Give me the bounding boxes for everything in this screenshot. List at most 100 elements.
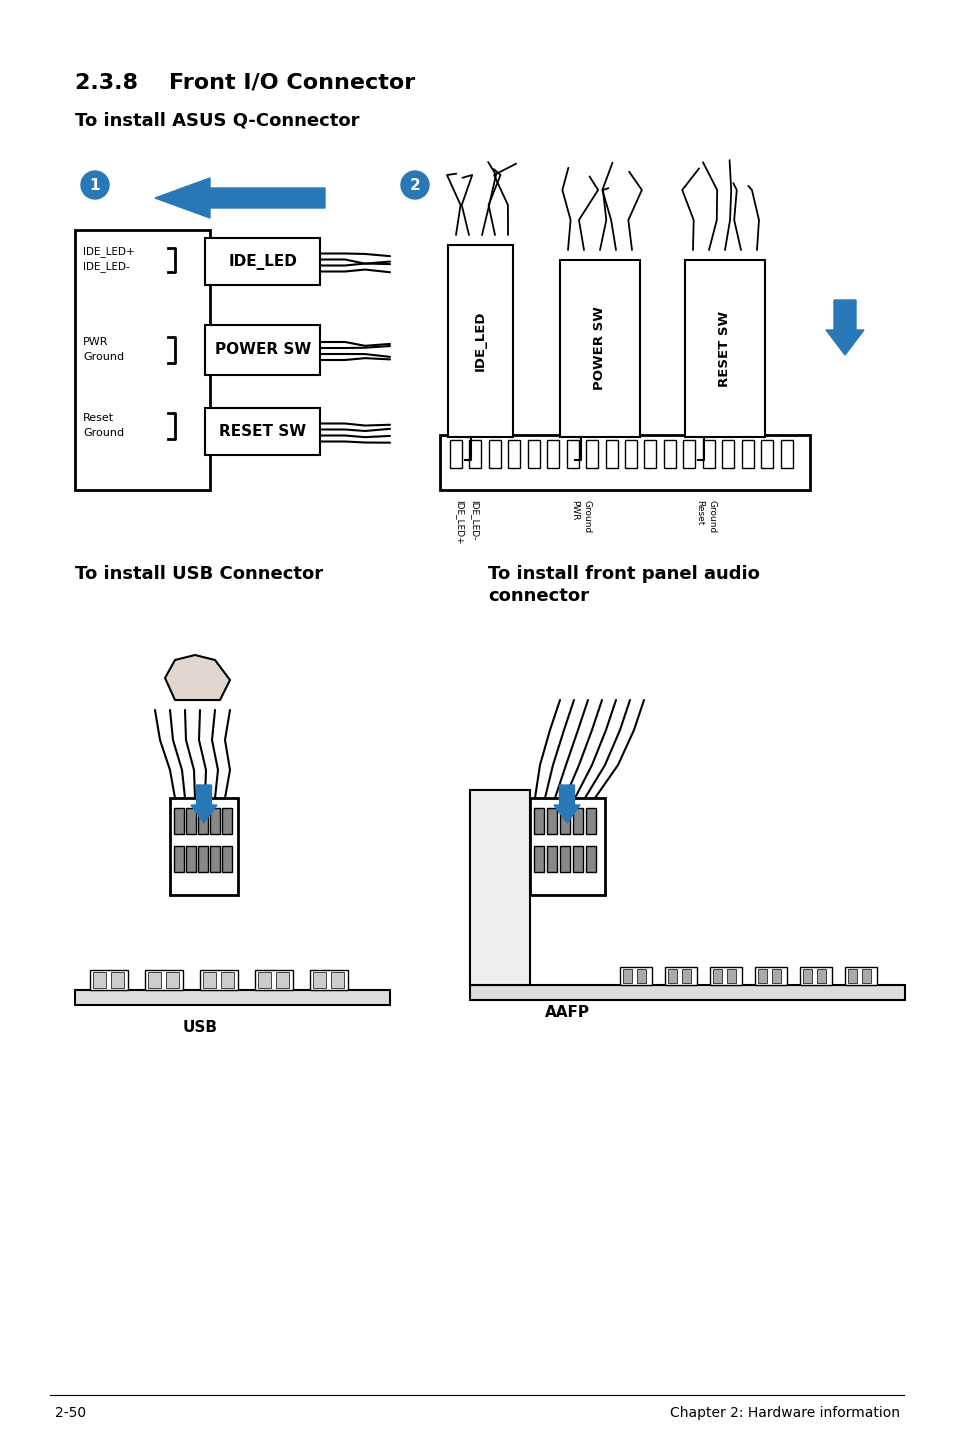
Bar (508, 440, 519, 467)
Bar (702, 440, 714, 467)
Bar (740, 440, 753, 467)
Bar (527, 440, 539, 467)
Bar (488, 440, 500, 467)
Bar (210, 808, 220, 834)
Bar (203, 972, 215, 988)
FancyArrow shape (554, 785, 579, 823)
Text: USB: USB (182, 1020, 217, 1035)
Text: 2: 2 (409, 177, 420, 193)
Bar (200, 971, 237, 989)
Text: POWER SW: POWER SW (593, 306, 606, 391)
Bar (844, 966, 876, 985)
Bar (758, 969, 766, 984)
Bar (254, 971, 293, 989)
Bar (624, 440, 637, 467)
Bar (667, 969, 677, 984)
Bar (546, 808, 557, 834)
Text: RESET SW: RESET SW (219, 424, 306, 439)
FancyArrow shape (191, 785, 216, 823)
Text: Ground: Ground (707, 500, 717, 533)
Bar (684, 260, 764, 437)
Text: RESET SW: RESET SW (718, 311, 731, 387)
Bar (802, 969, 811, 984)
Text: To install USB Connector: To install USB Connector (75, 565, 323, 582)
Bar (469, 440, 481, 467)
Bar (664, 966, 697, 985)
Polygon shape (470, 789, 530, 985)
Text: Reset: Reset (83, 413, 114, 423)
Bar (585, 808, 596, 834)
Bar (198, 808, 208, 834)
Bar (534, 808, 543, 834)
Bar (331, 972, 344, 988)
Bar (712, 969, 721, 984)
Bar (771, 969, 781, 984)
Bar (721, 440, 734, 467)
Bar (275, 972, 289, 988)
Bar (644, 440, 656, 467)
Bar (205, 239, 319, 285)
Bar (559, 846, 569, 871)
Circle shape (400, 171, 429, 198)
Text: IDE_LED: IDE_LED (474, 311, 486, 371)
Text: 1: 1 (90, 177, 100, 193)
Bar (148, 972, 161, 988)
Bar (546, 846, 557, 871)
Bar (439, 436, 809, 490)
FancyArrow shape (825, 301, 863, 355)
Bar (726, 969, 735, 984)
Bar (210, 846, 220, 871)
Bar (205, 408, 319, 454)
Text: Ground: Ground (83, 352, 124, 362)
Bar (75, 230, 210, 490)
Bar (530, 798, 604, 894)
Bar (800, 966, 831, 985)
Bar (573, 846, 582, 871)
Bar (222, 808, 232, 834)
Polygon shape (154, 178, 325, 219)
Bar (222, 846, 232, 871)
Text: Ground: Ground (582, 500, 592, 533)
Bar (681, 969, 690, 984)
Bar (534, 846, 543, 871)
Polygon shape (165, 654, 230, 700)
Bar (605, 440, 617, 467)
Text: IDE_LED-: IDE_LED- (83, 262, 130, 272)
Bar (313, 972, 326, 988)
Text: IDE_LED-: IDE_LED- (470, 500, 478, 541)
Text: AAFP: AAFP (544, 1005, 589, 1020)
Bar (780, 440, 792, 467)
Bar (92, 972, 106, 988)
Bar (450, 440, 461, 467)
Circle shape (81, 171, 109, 198)
Text: 2.3.8    Front I/O Connector: 2.3.8 Front I/O Connector (75, 72, 415, 92)
Bar (257, 972, 271, 988)
Bar (310, 971, 348, 989)
Bar (90, 971, 128, 989)
Bar (585, 846, 596, 871)
Bar (559, 260, 639, 437)
Bar (573, 808, 582, 834)
Bar (862, 969, 870, 984)
Text: PWR: PWR (83, 336, 109, 347)
Bar (709, 966, 741, 985)
Bar (816, 969, 825, 984)
Text: To install ASUS Q-Connector: To install ASUS Q-Connector (75, 112, 359, 129)
Bar (559, 808, 569, 834)
Bar (547, 440, 558, 467)
Bar (173, 808, 184, 834)
Bar (619, 966, 651, 985)
Bar (760, 440, 772, 467)
Bar (847, 969, 856, 984)
Bar (186, 808, 195, 834)
Text: To install front panel audio
connector: To install front panel audio connector (488, 565, 760, 605)
Bar (637, 969, 645, 984)
Bar (170, 798, 237, 894)
Polygon shape (470, 985, 904, 999)
Text: IDE_LED+: IDE_LED+ (455, 500, 463, 545)
Bar (173, 846, 184, 871)
Bar (682, 440, 695, 467)
Bar (111, 972, 124, 988)
Text: Chapter 2: Hardware information: Chapter 2: Hardware information (669, 1406, 899, 1419)
Bar (566, 440, 578, 467)
